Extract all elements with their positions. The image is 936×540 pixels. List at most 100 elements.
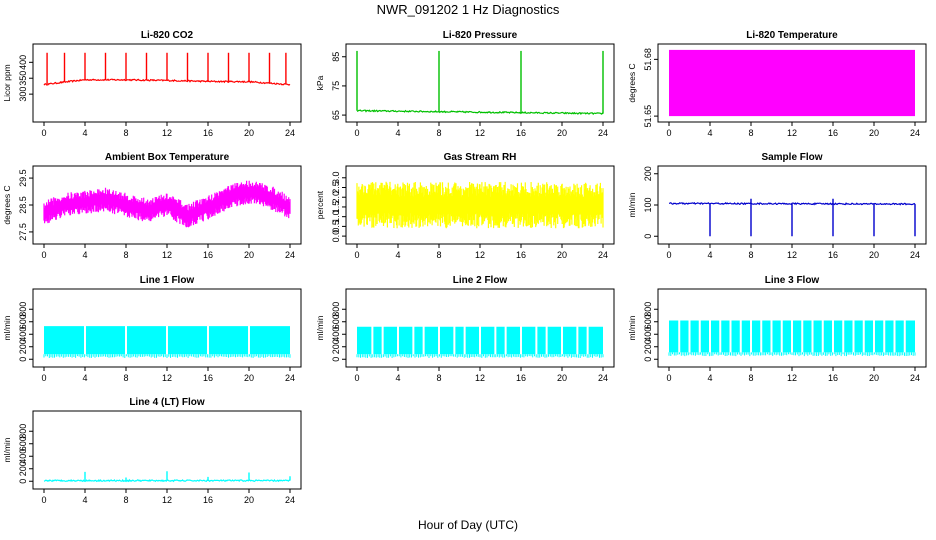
band-gap <box>125 325 127 356</box>
x-tick-label: 16 <box>828 373 838 383</box>
band-gap <box>453 325 456 356</box>
band-gap <box>903 319 906 354</box>
x-tick-label: 12 <box>162 373 172 383</box>
y-axis-label: kPa <box>315 75 325 90</box>
y-tick-label: 300 <box>18 87 28 102</box>
x-tick-label: 4 <box>82 250 87 260</box>
chart-title: Li-820 Pressure <box>443 30 518 41</box>
chart-title: Gas Stream RH <box>444 152 517 163</box>
x-tick-label: 16 <box>203 250 213 260</box>
x-tick-label: 12 <box>162 128 172 138</box>
y-tick-label: 3.0 <box>331 172 341 185</box>
y-axis-label: ml/min <box>315 315 325 340</box>
y-tick-label: 400 <box>18 55 28 70</box>
y-tick-label: 600 <box>331 314 341 329</box>
y-tick-label: 29.5 <box>18 169 28 187</box>
band-gap <box>893 319 896 354</box>
band-gap <box>586 325 589 356</box>
x-tick-label: 20 <box>557 128 567 138</box>
x-tick-label: 12 <box>787 250 797 260</box>
x-tick-label: 20 <box>244 495 254 505</box>
x-tick-label: 16 <box>203 373 213 383</box>
x-tick-label: 20 <box>869 128 879 138</box>
x-tick-label: 24 <box>910 128 920 138</box>
y-axis-label: percent <box>315 190 325 219</box>
data-line <box>43 78 291 86</box>
band-gap <box>801 319 804 354</box>
x-tick-label: 16 <box>516 128 526 138</box>
band-gap <box>412 325 415 356</box>
x-tick-label: 24 <box>285 373 295 383</box>
chart-4: Gas Stream RH 0 4 8 12 16 20 24 0.00.51.01.52.02… <box>315 152 615 260</box>
band-gap <box>84 325 86 356</box>
x-tick-label: 20 <box>869 373 879 383</box>
y-tick-label: 800 <box>331 302 341 317</box>
band-gap <box>852 319 855 354</box>
x-tick-label: 8 <box>748 250 753 260</box>
band-gap <box>760 319 763 354</box>
y-tick-label: 1.0 <box>331 210 341 223</box>
y-tick-label: 0 <box>18 479 28 484</box>
x-tick-label: 0 <box>666 128 671 138</box>
y-tick-label: 400 <box>18 449 28 464</box>
x-tick-label: 8 <box>436 373 441 383</box>
y-axis-label: degrees C <box>627 63 637 102</box>
x-tick-label: 24 <box>285 250 295 260</box>
x-tick-label: 0 <box>354 128 359 138</box>
x-tick-label: 4 <box>395 373 400 383</box>
main-title: NWR_091202 1 Hz Diagnostics <box>376 2 560 17</box>
y-tick-label: 200 <box>18 461 28 476</box>
band-gap <box>688 319 691 354</box>
y-tick-label: 600 <box>643 314 653 329</box>
x-tick-label: 8 <box>123 128 128 138</box>
y-tick-label: 0 <box>643 357 653 362</box>
chart-5: Sample Flow 0 4 8 12 16 20 24 0 100 200 ml/min <box>627 152 927 260</box>
data-line <box>356 109 604 116</box>
chart-3: Ambient Box Temperature 0 4 8 12 16 20 24 27.5 28… <box>2 152 302 260</box>
y-tick-label: 400 <box>643 327 653 342</box>
x-tick-label: 20 <box>869 250 879 260</box>
x-tick-label: 4 <box>395 250 400 260</box>
x-tick-label: 12 <box>162 250 172 260</box>
y-tick-label: 0 <box>643 234 653 239</box>
chart-9: Line 4 (LT) Flow 0 4 8 12 16 20 24 0 200400600800… <box>2 397 302 505</box>
x-tick-label: 4 <box>707 128 712 138</box>
y-tick-label: 200 <box>18 339 28 354</box>
band-gap <box>371 325 374 356</box>
y-tick-label: 400 <box>331 327 341 342</box>
band-gap <box>842 319 845 354</box>
x-tick-label: 8 <box>436 250 441 260</box>
band-gap <box>463 325 466 356</box>
band-gap <box>780 319 783 354</box>
chart-title: Line 4 (LT) Flow <box>129 397 205 408</box>
y-tick-label: 100 <box>643 197 653 212</box>
x-tick-label: 16 <box>203 495 213 505</box>
y-tick-label: 600 <box>18 436 28 451</box>
x-tick-label: 0 <box>41 128 46 138</box>
y-tick-label: 0.0 <box>331 230 341 243</box>
y-tick-label: 51.65 <box>643 105 653 128</box>
y-tick-label: 400 <box>18 327 28 342</box>
x-tick-label: 0 <box>41 495 46 505</box>
chart-title: Li-820 CO2 <box>141 30 194 41</box>
x-tick-label: 12 <box>787 128 797 138</box>
band-noise <box>356 354 604 358</box>
x-tick-label: 20 <box>557 250 567 260</box>
x-tick-label: 12 <box>475 373 485 383</box>
band-gap <box>821 319 824 354</box>
x-tick-label: 24 <box>285 495 295 505</box>
x-tick-label: 8 <box>123 495 128 505</box>
x-tick-label: 12 <box>475 128 485 138</box>
x-tick-label: 24 <box>598 373 608 383</box>
band-gap <box>504 325 507 356</box>
x-tick-label: 4 <box>82 495 87 505</box>
band-gap <box>494 325 497 356</box>
chart-title: Line 1 Flow <box>140 275 195 286</box>
x-tick-label: 8 <box>123 250 128 260</box>
x-tick-label: 20 <box>244 128 254 138</box>
y-tick-label: 800 <box>18 302 28 317</box>
